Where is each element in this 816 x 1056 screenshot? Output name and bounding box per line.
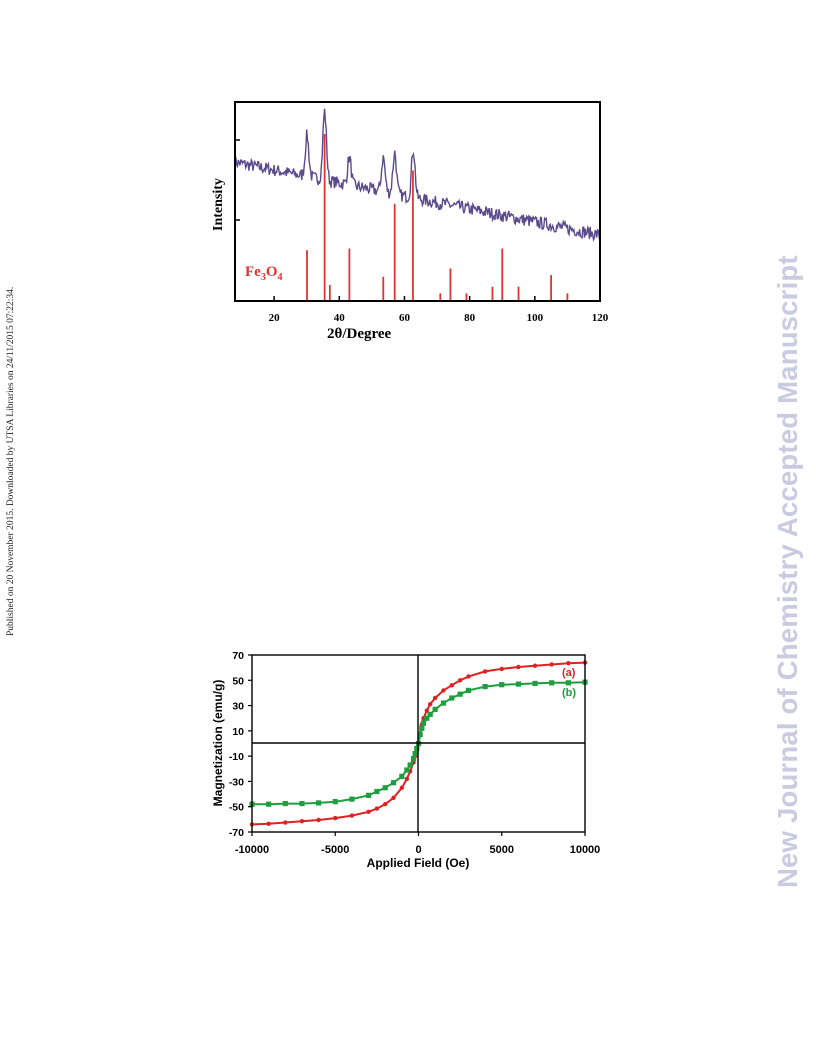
- mh-ytick-label--10: -10: [229, 751, 244, 763]
- ref-label-sub1: 3: [261, 272, 266, 283]
- series-a-point: [404, 776, 410, 782]
- series-b-point: [532, 680, 538, 687]
- mh-ytick-label-70: 70: [232, 650, 244, 662]
- series-a-point: [441, 688, 446, 693]
- series-b-point: [457, 691, 463, 697]
- mh-y-label: Magnetization (emu/g): [211, 680, 225, 807]
- series-b-point: [390, 780, 397, 786]
- xrd-xtick-label-80: 80: [464, 312, 476, 324]
- series-b-point: [427, 711, 433, 718]
- ref-label-o: O: [266, 264, 278, 280]
- series-a-point: [482, 669, 488, 674]
- series-a-point: [424, 708, 430, 713]
- series-a-point: [366, 809, 371, 814]
- series-b-point: [515, 681, 521, 687]
- mh-xtick-label-10000: 10000: [570, 844, 601, 856]
- series-b-point: [482, 684, 488, 690]
- series-b-point: [382, 785, 388, 791]
- mh-ytick-label--30: -30: [229, 776, 244, 788]
- mh-ticks: -10000 -5000 0 5000 10000 70 50 30 10 -10 -30 -50 -7…: [229, 650, 600, 856]
- xrd-trace-layer: [234, 108, 601, 242]
- series-b-point: [365, 792, 372, 798]
- series-b-point: [565, 680, 571, 686]
- series-b-point: [374, 788, 380, 795]
- series-b-point: [404, 767, 410, 773]
- series-a-point: [399, 785, 405, 790]
- series-a-point: [391, 795, 396, 801]
- series-b-point: [419, 725, 425, 731]
- series-b-point: [349, 796, 355, 802]
- mh-xtick-label--5000: -5000: [321, 844, 349, 856]
- series-a-point: [299, 819, 305, 824]
- series-b-point: [449, 695, 455, 701]
- series-a-label: (a): [562, 667, 576, 679]
- series-a-point: [349, 813, 355, 818]
- series-a-point: [466, 674, 471, 679]
- xrd-ticks: 20 40 60 80 100 120: [235, 139, 609, 324]
- series-a-point: [374, 806, 380, 811]
- series-a-point: [457, 678, 463, 683]
- xrd-xtick-label-120: 120: [592, 312, 609, 324]
- series-b-point: [316, 800, 322, 806]
- reference-lines: [306, 134, 569, 300]
- series-a-point: [499, 666, 504, 672]
- mh-ytick-label-30: 30: [232, 701, 244, 713]
- series-b-point: [266, 801, 272, 807]
- series-b-point: [414, 745, 420, 752]
- series-b-point: [410, 756, 417, 762]
- series-a-point: [516, 664, 521, 670]
- xrd-xtick-label-40: 40: [334, 312, 346, 324]
- xrd-y-label: Intensity: [211, 178, 226, 231]
- mh-ytick-label--50: -50: [229, 802, 244, 814]
- series-a-point: [316, 817, 321, 823]
- xrd-x-label: 2θ/Degree: [327, 326, 392, 342]
- series-b-point: [282, 800, 288, 807]
- series-a-point: [266, 821, 271, 826]
- reference-phase-label: Fe3O4: [245, 264, 283, 283]
- series-a-point: [449, 683, 454, 688]
- xrd-xtick-label-100: 100: [527, 312, 544, 324]
- series-a-point: [532, 663, 538, 668]
- series-a-point: [427, 702, 433, 707]
- series-b-point: [299, 800, 305, 807]
- series-b-point: [424, 715, 430, 721]
- series-b-point: [399, 773, 405, 779]
- xrd-xtick-label-20: 20: [269, 312, 281, 324]
- xrd-pattern-trace: [234, 108, 601, 242]
- ref-label-fe: Fe: [245, 264, 261, 280]
- series-b-label: (b): [562, 687, 576, 699]
- mh-xtick-label--10000: -10000: [235, 844, 269, 856]
- mh-xtick-label-0: 0: [415, 844, 421, 856]
- series-b-point: [549, 680, 555, 686]
- series-a-point: [566, 661, 571, 666]
- series-b-point: [420, 720, 427, 726]
- series-a-point: [333, 815, 338, 821]
- series-b-point: [332, 799, 338, 805]
- mh-x-label: Applied Field (Oe): [367, 856, 470, 870]
- xrd-xtick-label-60: 60: [399, 312, 411, 324]
- mh-xtick-label-5000: 5000: [490, 844, 514, 856]
- series-a-point: [383, 801, 388, 807]
- series-a-point: [432, 695, 438, 701]
- mh-ytick-label--70: -70: [229, 827, 244, 839]
- series-b-point: [499, 682, 505, 688]
- series-b-point: [412, 751, 418, 757]
- series-a-point: [549, 662, 554, 667]
- series-b-point: [465, 687, 472, 693]
- series-b-point: [440, 700, 447, 706]
- series-b-point: [432, 706, 438, 712]
- mh-ytick-label-50: 50: [232, 675, 244, 687]
- series-b-point: [407, 762, 413, 768]
- series-a-point: [283, 820, 288, 825]
- ref-label-sub2: 4: [278, 272, 283, 283]
- series-b-point: [417, 732, 423, 738]
- xrd-plot-frame: [234, 101, 601, 302]
- mh-ytick-label-10: 10: [232, 726, 244, 738]
